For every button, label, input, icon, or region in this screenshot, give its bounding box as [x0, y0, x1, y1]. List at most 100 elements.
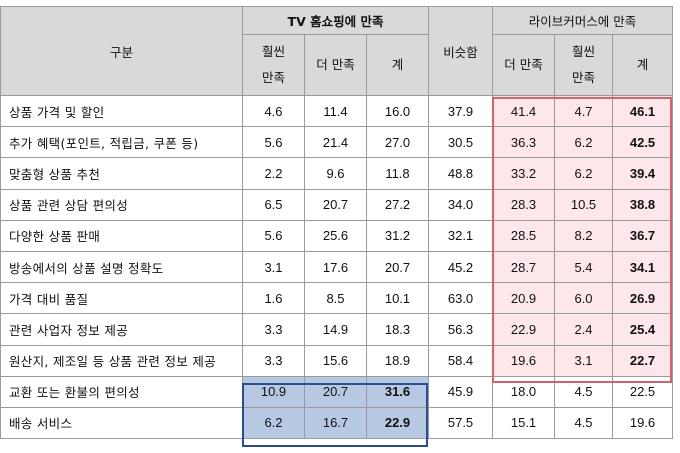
table-row: 가격 대비 품질 1.6 8.5 10.1 63.0 20.9 6.0 26.9: [0, 282, 674, 315]
value-cell: 45.9: [428, 375, 494, 408]
value-cell: 6.2: [242, 406, 305, 440]
value-cell: 19.6: [492, 344, 556, 377]
value-cell: 1.6: [242, 282, 305, 315]
header-similar: 비슷함: [428, 6, 494, 96]
value-cell: 58.4: [428, 344, 494, 377]
value-cell: 8.2: [554, 219, 614, 252]
value-cell: 10.9: [242, 375, 305, 408]
value-cell: 37.9: [428, 94, 494, 128]
value-cell: 3.3: [242, 313, 305, 346]
satisfaction-table: 구분 TV 홈쇼핑에 만족 비슷함 라이브커머스에 만족 훨씬 만족 더 만족 계 더…: [0, 6, 674, 440]
value-cell: 39.4: [612, 157, 674, 190]
row-label: 상품 관련 상담 편의성: [0, 188, 243, 221]
value-cell: 33.2: [492, 157, 556, 190]
header-tv-group: TV 홈쇼핑에 만족: [241, 6, 430, 35]
value-cell: 3.1: [242, 250, 305, 284]
value-cell: 2.4: [554, 313, 614, 346]
header-live-col-1: 훨씬 만족: [554, 34, 614, 96]
value-cell: 15.1: [492, 406, 556, 440]
row-label: 다양한 상품 판매: [0, 219, 243, 252]
value-cell: 18.9: [365, 344, 430, 377]
table-row: 다양한 상품 판매 5.6 25.6 31.2 32.1 28.5 8.2 36.7: [0, 219, 674, 252]
header-live-col-2: 계: [612, 34, 674, 96]
value-cell: 6.0: [554, 282, 614, 315]
value-cell: 15.6: [304, 344, 367, 377]
header-category: 구분: [0, 6, 243, 96]
table-row: 상품 관련 상담 편의성 6.5 20.7 27.2 34.0 28.3 10.5 38.8: [0, 188, 674, 221]
header-live-group: 라이브커머스에 만족: [492, 6, 674, 35]
row-label: 방송에서의 상품 설명 정확도: [0, 250, 243, 284]
row-label: 원산지, 제조일 등 상품 관련 정보 제공: [0, 344, 243, 377]
value-cell: 22.9: [365, 406, 430, 440]
value-cell: 4.5: [554, 406, 614, 440]
value-cell: 5.4: [554, 250, 614, 284]
table-row: 맞춤형 상품 추천 2.2 9.6 11.8 48.8 33.2 6.2 39.4: [0, 157, 674, 190]
value-cell: 41.4: [492, 94, 556, 128]
value-cell: 28.3: [492, 188, 556, 221]
value-cell: 48.8: [428, 157, 494, 190]
value-cell: 32.1: [428, 219, 494, 252]
value-cell: 10.1: [365, 282, 430, 315]
value-cell: 20.7: [304, 375, 367, 408]
value-cell: 34.1: [612, 250, 674, 284]
value-cell: 22.9: [492, 313, 556, 346]
value-cell: 4.5: [554, 375, 614, 408]
value-cell: 21.4: [304, 126, 367, 159]
value-cell: 5.6: [242, 219, 305, 252]
value-cell: 16.7: [304, 406, 367, 440]
value-cell: 11.4: [304, 94, 367, 128]
value-cell: 28.7: [492, 250, 556, 284]
value-cell: 5.6: [242, 126, 305, 159]
value-cell: 6.5: [242, 188, 305, 221]
row-label: 상품 가격 및 할인: [0, 94, 243, 128]
value-cell: 27.2: [365, 188, 430, 221]
value-cell: 34.0: [428, 188, 494, 221]
value-cell: 31.6: [365, 375, 430, 408]
header-tv-col-0: 훨씬 만족: [242, 34, 305, 96]
table-row: 관련 사업자 정보 제공 3.3 14.9 18.3 56.3 22.9 2.4 25.4: [0, 313, 674, 346]
value-cell: 31.2: [365, 219, 430, 252]
value-cell: 17.6: [304, 250, 367, 284]
value-cell: 20.9: [492, 282, 556, 315]
row-label: 배송 서비스: [0, 406, 243, 440]
row-label: 관련 사업자 정보 제공: [0, 313, 243, 346]
row-label: 교환 또는 환불의 편의성: [0, 375, 243, 408]
value-cell: 3.1: [554, 344, 614, 377]
value-cell: 28.5: [492, 219, 556, 252]
value-cell: 6.2: [554, 157, 614, 190]
value-cell: 16.0: [365, 94, 430, 128]
value-cell: 9.6: [304, 157, 367, 190]
value-cell: 20.7: [304, 188, 367, 221]
value-cell: 19.6: [612, 406, 674, 440]
value-cell: 36.3: [492, 126, 556, 159]
value-cell: 18.0: [492, 375, 556, 408]
value-cell: 3.3: [242, 344, 305, 377]
value-cell: 22.5: [612, 375, 674, 408]
row-label: 가격 대비 품질: [0, 282, 243, 315]
table-row: 상품 가격 및 할인 4.6 11.4 16.0 37.9 41.4 4.7 46.1: [0, 94, 674, 128]
header-tv-col-2: 계: [365, 34, 430, 96]
value-cell: 2.2: [242, 157, 305, 190]
table-row: 추가 혜택(포인트, 적립금, 쿠폰 등) 5.6 21.4 27.0 30.5 36.3…: [0, 126, 674, 159]
table-row: 교환 또는 환불의 편의성 10.9 20.7 31.6 45.9 18.0 4.5 22.5: [0, 375, 674, 408]
row-label: 맞춤형 상품 추천: [0, 157, 243, 190]
value-cell: 6.2: [554, 126, 614, 159]
value-cell: 26.9: [612, 282, 674, 315]
table-row: 방송에서의 상품 설명 정확도 3.1 17.6 20.7 45.2 28.7 5.4 34.…: [0, 250, 674, 284]
value-cell: 4.6: [242, 94, 305, 128]
value-cell: 63.0: [428, 282, 494, 315]
value-cell: 14.9: [304, 313, 367, 346]
table-row: 원산지, 제조일 등 상품 관련 정보 제공 3.3 15.6 18.9 58.4 19.…: [0, 344, 674, 377]
value-cell: 4.7: [554, 94, 614, 128]
value-cell: 38.8: [612, 188, 674, 221]
value-cell: 46.1: [612, 94, 674, 128]
value-cell: 57.5: [428, 406, 494, 440]
value-cell: 36.7: [612, 219, 674, 252]
table-row: 배송 서비스 6.2 16.7 22.9 57.5 15.1 4.5 19.6: [0, 406, 674, 440]
value-cell: 27.0: [365, 126, 430, 159]
value-cell: 42.5: [612, 126, 674, 159]
value-cell: 18.3: [365, 313, 430, 346]
value-cell: 30.5: [428, 126, 494, 159]
value-cell: 8.5: [304, 282, 367, 315]
value-cell: 25.6: [304, 219, 367, 252]
